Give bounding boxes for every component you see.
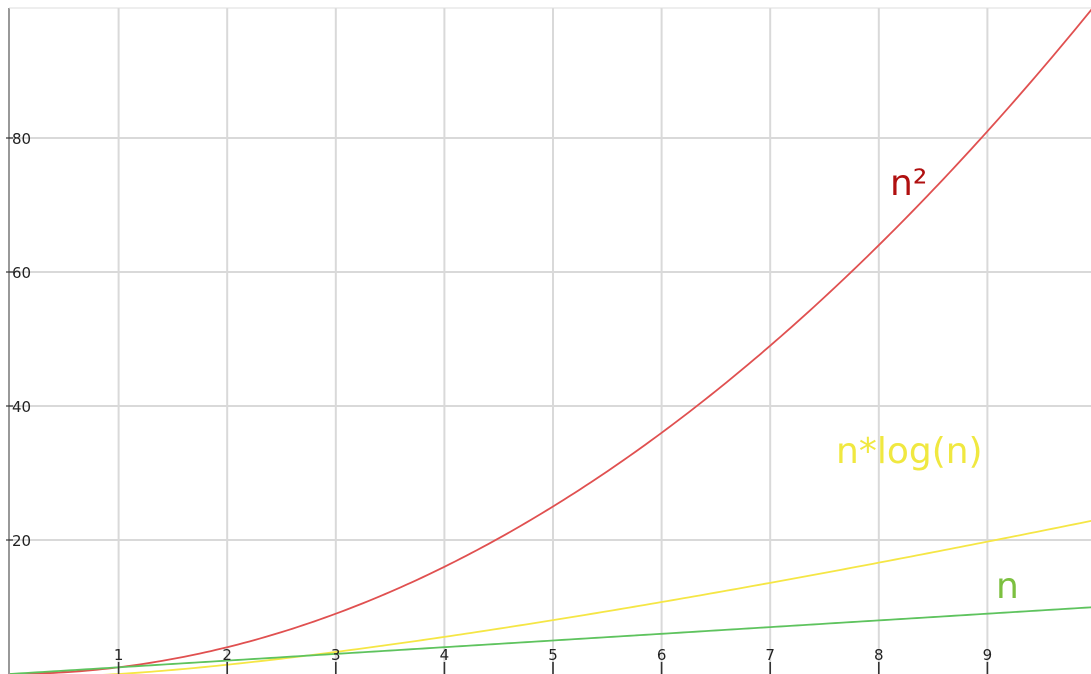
y-tick-label: 40 <box>12 398 31 416</box>
series-line-1 <box>10 519 1091 674</box>
series-labels: n² n*log(n) n <box>836 163 1019 607</box>
y-tick-label: 60 <box>12 264 31 282</box>
series-label: n <box>996 566 1019 607</box>
x-tick-label: 1 <box>114 646 124 664</box>
x-tick-label: 9 <box>983 646 993 664</box>
y-tick-label: 80 <box>12 130 31 148</box>
series-line-2 <box>9 606 1091 674</box>
series-label: n*log(n) <box>836 431 983 472</box>
x-tick-label: 6 <box>657 646 667 664</box>
x-tick-label: 5 <box>548 646 558 664</box>
series-lines <box>9 8 1091 674</box>
series-label: n² <box>890 163 927 204</box>
x-tick-label: 3 <box>331 646 341 664</box>
tick-labels: 20 40 60 80 1 2 3 4 5 6 7 8 9 <box>6 130 992 674</box>
x-tick-label: 4 <box>440 646 450 664</box>
series-line-0 <box>9 8 1091 674</box>
y-tick-label: 20 <box>12 532 31 550</box>
x-tick-label: 8 <box>874 646 884 664</box>
x-tick-label: 7 <box>765 646 775 664</box>
x-tick-label: 2 <box>222 646 232 664</box>
grid <box>9 8 1091 674</box>
axes <box>8 7 1091 674</box>
